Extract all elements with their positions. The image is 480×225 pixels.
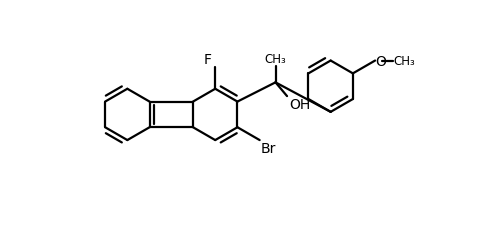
Text: CH₃: CH₃	[394, 55, 416, 68]
Text: Br: Br	[261, 141, 276, 155]
Text: F: F	[204, 53, 212, 67]
Text: CH₃: CH₃	[264, 53, 287, 66]
Text: OH: OH	[289, 97, 310, 111]
Text: O: O	[376, 54, 386, 68]
